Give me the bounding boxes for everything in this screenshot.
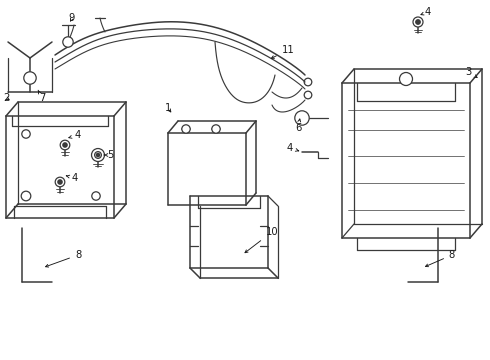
Circle shape	[413, 17, 423, 27]
Text: 4: 4	[287, 143, 299, 153]
Circle shape	[58, 180, 62, 184]
Circle shape	[97, 153, 99, 157]
Circle shape	[24, 72, 36, 84]
Circle shape	[95, 152, 101, 158]
Text: 11: 11	[271, 45, 294, 58]
Text: 2: 2	[3, 93, 9, 103]
Circle shape	[212, 125, 220, 133]
Circle shape	[295, 111, 309, 125]
Text: 9: 9	[69, 13, 75, 23]
Circle shape	[92, 149, 104, 162]
Text: 7: 7	[38, 90, 45, 103]
Circle shape	[63, 143, 67, 147]
Text: 5: 5	[104, 150, 113, 160]
Text: 3: 3	[465, 67, 477, 77]
Circle shape	[399, 72, 413, 86]
Circle shape	[60, 140, 70, 150]
Circle shape	[92, 192, 100, 200]
Circle shape	[21, 191, 31, 201]
Circle shape	[63, 37, 73, 47]
Text: 8: 8	[425, 250, 455, 267]
Text: 4: 4	[421, 7, 431, 17]
Text: 6: 6	[295, 119, 301, 133]
Circle shape	[182, 125, 190, 133]
Text: 4: 4	[69, 130, 81, 140]
Circle shape	[55, 177, 65, 187]
Text: 4: 4	[66, 173, 78, 183]
Circle shape	[416, 20, 420, 24]
Text: 1: 1	[165, 103, 171, 113]
Text: 8: 8	[46, 250, 81, 267]
Text: 10: 10	[245, 227, 278, 253]
Circle shape	[22, 130, 30, 138]
